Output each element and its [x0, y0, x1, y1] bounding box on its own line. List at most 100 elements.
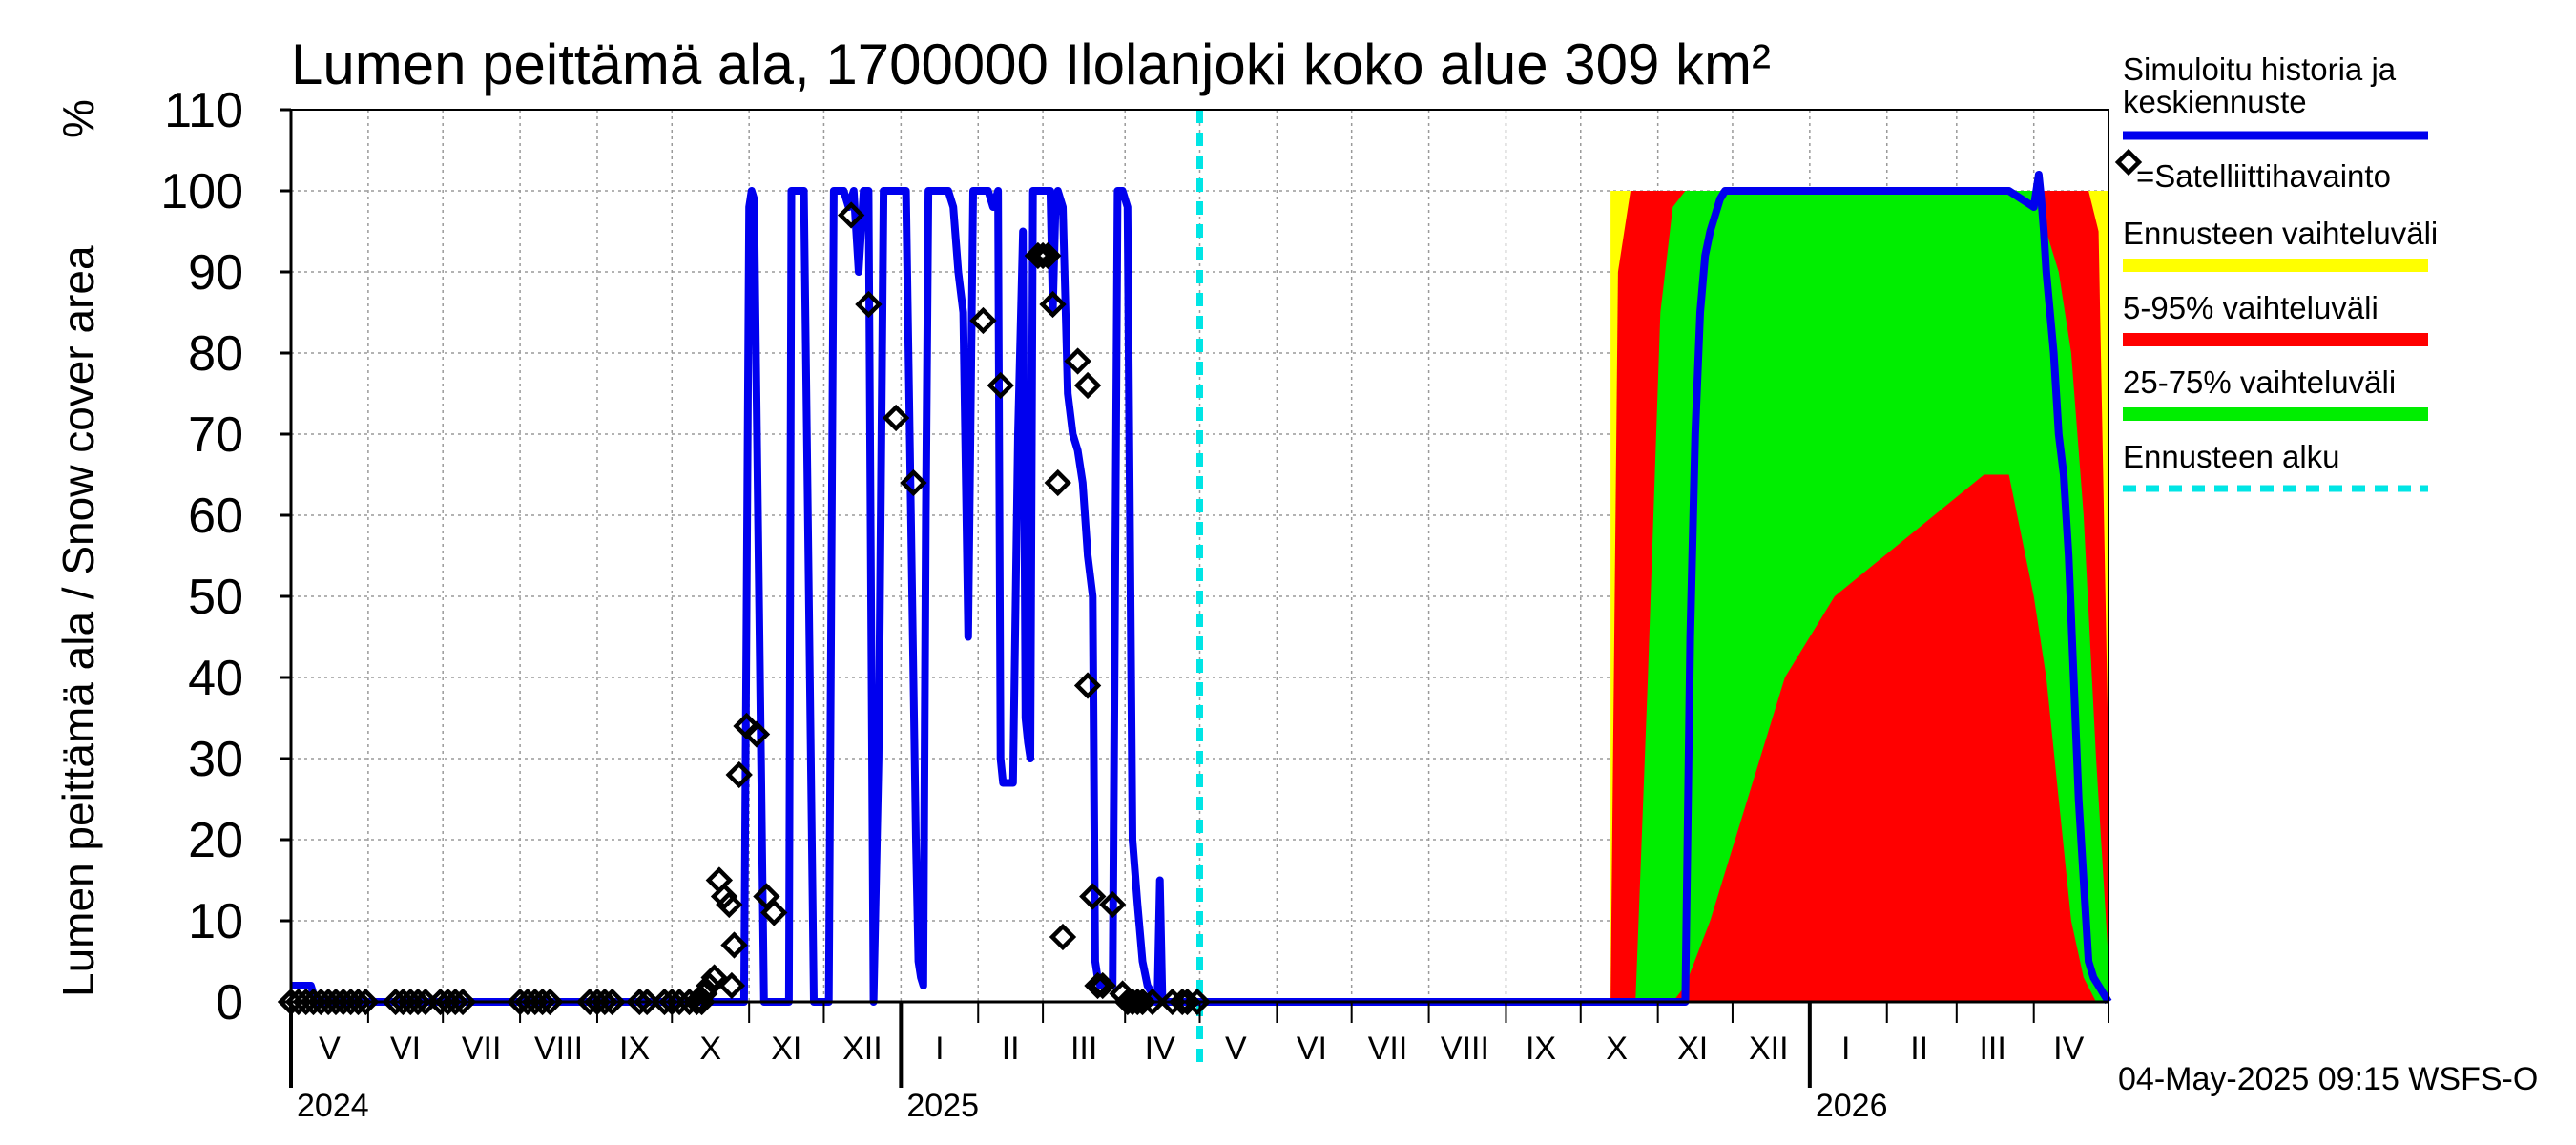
observation-point-71 — [1118, 988, 1147, 1016]
month-label-6: XI — [771, 1030, 801, 1067]
year-label-2: 2026 — [1816, 1088, 1888, 1124]
month-label-14: VII — [1368, 1030, 1408, 1067]
observation-point-73 — [1129, 988, 1156, 1016]
y-tick-label-5: 50 — [188, 570, 243, 625]
month-label-4: IX — [619, 1030, 650, 1067]
observation-point-60 — [1044, 468, 1071, 497]
month-label-21: II — [1910, 1030, 1928, 1067]
legend-label-25-75: 25-75% vaihteluväli — [2123, 364, 2396, 400]
observation-point-55 — [987, 371, 1014, 400]
y-tick-label-6: 60 — [188, 489, 243, 544]
band-area-2 — [1635, 191, 2109, 1002]
observation-point-27 — [591, 988, 618, 1016]
y-tick-label-0: 0 — [216, 975, 243, 1030]
observation-point-45 — [725, 760, 753, 789]
observation-point-66 — [1084, 971, 1111, 1000]
month-label-11: IV — [1145, 1030, 1175, 1067]
observation-point-54 — [969, 306, 997, 335]
observation-point-61 — [1049, 923, 1077, 951]
year-label-1: 2025 — [906, 1088, 979, 1124]
y-tick-label-2: 20 — [188, 813, 243, 868]
observation-point-62 — [1064, 347, 1091, 375]
month-label-23: IV — [2053, 1030, 2084, 1067]
observation-point-63 — [1073, 371, 1102, 400]
observation-point-18 — [442, 988, 469, 1016]
month-label-5: X — [699, 1030, 721, 1067]
month-label-2: VII — [462, 1030, 502, 1067]
month-label-3: VIII — [534, 1030, 583, 1067]
observation-point-58 — [1034, 241, 1062, 270]
y-axis-unit: % — [53, 99, 103, 138]
observation-point-23 — [529, 988, 556, 1016]
y-tick-label-10: 100 — [160, 164, 243, 219]
observation-point-50 — [837, 201, 865, 229]
observation-point-39 — [700, 964, 728, 991]
observation-point-30 — [633, 988, 661, 1016]
month-label-7: XII — [842, 1030, 883, 1067]
observation-point-49 — [760, 899, 788, 926]
month-label-1: VI — [390, 1030, 421, 1067]
month-label-16: IX — [1526, 1030, 1556, 1067]
month-label-17: X — [1606, 1030, 1628, 1067]
month-label-18: XI — [1677, 1030, 1708, 1067]
observation-point-74 — [1138, 988, 1167, 1016]
y-tick-label-1: 10 — [188, 894, 243, 949]
month-label-19: XII — [1749, 1030, 1789, 1067]
legend-label-observation: =Satelliittihavainto — [2136, 158, 2391, 194]
legend-label-simulated-2: keskiennuste — [2123, 84, 2307, 119]
month-label-15: VIII — [1441, 1030, 1489, 1067]
month-label-12: V — [1225, 1030, 1247, 1067]
observation-point-59 — [1039, 290, 1067, 319]
footer-timestamp: 04-May-2025 09:15 WSFS-O — [2118, 1061, 2538, 1097]
observation-point-19 — [448, 988, 477, 1016]
month-label-0: V — [319, 1030, 341, 1067]
month-label-9: II — [1002, 1030, 1020, 1067]
month-label-20: I — [1841, 1030, 1850, 1067]
y-tick-label-11: 110 — [164, 83, 243, 138]
y-axis-label: Lumen peittämä ala / Snow cover area — [53, 245, 103, 997]
observation-point-42 — [716, 890, 743, 919]
y-tick-label-8: 80 — [188, 326, 243, 382]
observation-point-41 — [710, 883, 738, 910]
y-tick-label-4: 40 — [188, 651, 243, 706]
legend-label-forecast-start: Ennusteen alku — [2123, 439, 2340, 474]
y-tick-label-9: 90 — [188, 245, 243, 301]
observation-point-29 — [626, 988, 654, 1016]
observation-point-64 — [1073, 672, 1102, 699]
observation-point-33 — [665, 988, 694, 1016]
observation-point-68 — [1098, 890, 1127, 919]
chart-title: Lumen peittämä ala, 1700000 Ilolanjoki k… — [291, 32, 1771, 96]
observation-point-43 — [717, 971, 746, 1000]
observation-point-52 — [882, 404, 910, 432]
observation-point-53 — [900, 468, 927, 497]
legend-label-5-95: 5-95% vaihteluväli — [2123, 290, 2379, 325]
observation-point-38 — [696, 971, 723, 1000]
observation-point-37 — [691, 980, 718, 1008]
observation-point-44 — [720, 931, 748, 959]
observation-point-24 — [536, 988, 564, 1016]
month-label-13: VI — [1297, 1030, 1327, 1067]
observation-point-56 — [1024, 241, 1052, 270]
observation-point-57 — [1028, 241, 1057, 270]
observation-point-28 — [598, 988, 626, 1016]
observation-point-10 — [352, 988, 380, 1016]
y-tick-label-3: 30 — [188, 732, 243, 787]
legend-label-simulated: Simuloitu historia ja — [2123, 52, 2397, 87]
observation-point-9 — [344, 988, 372, 1016]
y-tick-label-7: 70 — [188, 407, 243, 463]
year-label-0: 2024 — [297, 1088, 369, 1124]
observation-point-35 — [683, 988, 711, 1016]
month-label-10: III — [1070, 1030, 1097, 1067]
observation-point-14 — [404, 988, 432, 1016]
observation-point-51 — [855, 290, 883, 319]
legend-label-range: Ennusteen vaihteluväli — [2123, 216, 2438, 251]
observation-point-47 — [742, 720, 771, 748]
observation-point-67 — [1089, 971, 1116, 1000]
observation-point-65 — [1079, 883, 1107, 910]
observation-point-77 — [1174, 988, 1201, 1016]
legend-swatch-observation — [2114, 148, 2143, 177]
